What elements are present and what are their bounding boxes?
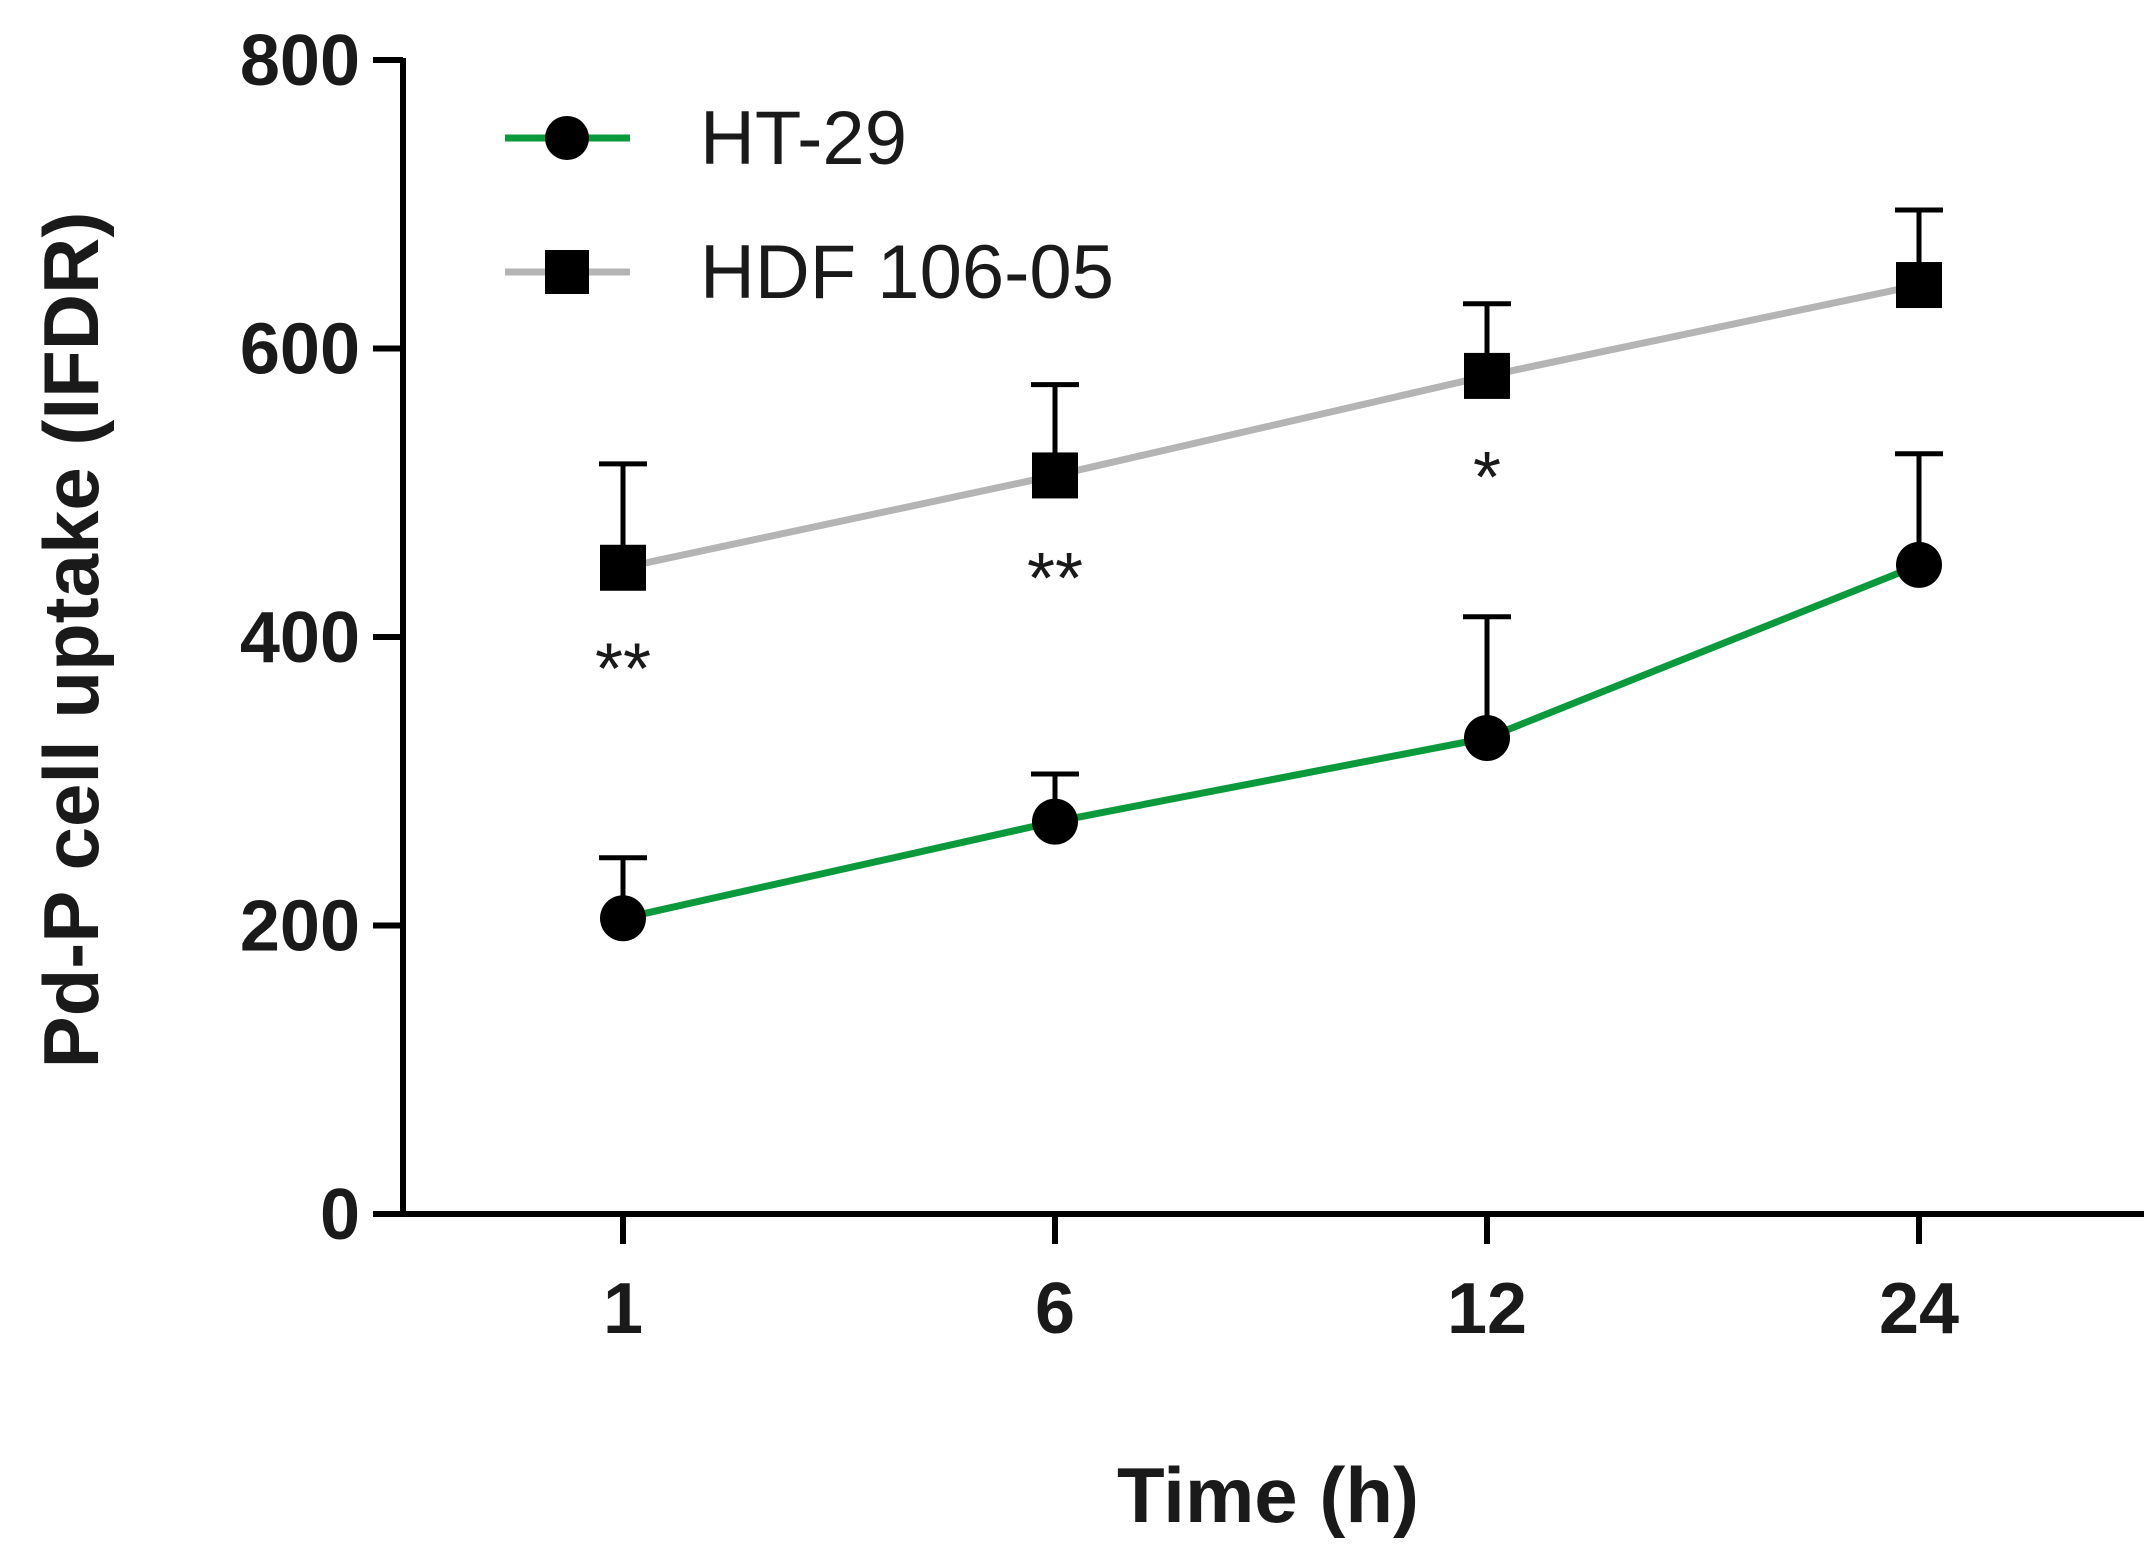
significance-annotation: ** [1027,539,1083,619]
legend-label-hdf: HDF 106-05 [700,230,1114,315]
x-axis-title: Time (h) [1117,1451,1419,1539]
legend-marker-hdf [545,250,589,294]
legend-marker-ht29 [545,116,589,160]
x-tick-label: 1 [603,1269,643,1349]
x-tick-label: 6 [1035,1269,1075,1349]
series-ht29 [599,451,1943,942]
data-point [600,895,646,942]
y-tick-label: 0 [320,1175,360,1255]
significance-annotation: * [1473,438,1501,518]
series-line [622,281,1920,572]
data-point [600,544,646,591]
y-tick-label: 600 [240,310,360,390]
data-point [1032,798,1078,845]
series-layer [599,207,1943,942]
y-axis-title: Pd-P cell uptake (IFDR) [27,212,115,1069]
x-tick-label: 24 [1879,1269,1959,1349]
y-tick-label: 400 [240,598,360,678]
data-point [1896,262,1942,309]
series-line [622,561,1921,922]
data-point [1032,452,1078,499]
data-point [1464,714,1510,761]
legend: HT-29 HDF 106-05 [505,96,1114,315]
y-tick-label: 200 [240,887,360,967]
significance-annotation: ** [595,630,651,710]
y-tick-label: 800 [240,21,360,101]
series-hdf [599,207,1943,591]
annotations: ***** [595,438,1501,710]
x-ticks: 1 6 12 24 [603,1214,1959,1349]
legend-label-ht29: HT-29 [700,96,907,181]
data-point [1464,352,1510,399]
x-tick-label: 12 [1447,1269,1527,1349]
data-point [1896,541,1942,588]
y-ticks: 0 200 400 600 800 [240,21,403,1255]
